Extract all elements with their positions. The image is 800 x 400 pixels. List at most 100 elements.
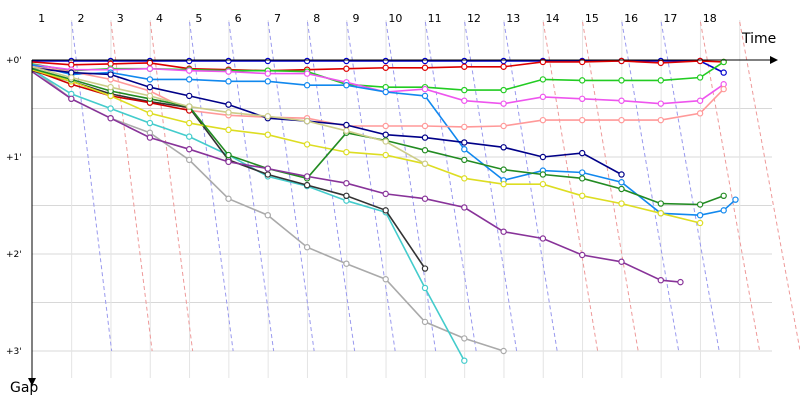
series-point	[225, 57, 232, 65]
series-point	[618, 77, 625, 84]
y-axis-arrow	[28, 378, 36, 386]
series-point	[343, 82, 350, 89]
lap-label: 14	[546, 12, 560, 25]
series-point	[303, 57, 311, 65]
axes	[28, 56, 778, 386]
series-point	[382, 151, 389, 159]
series-point	[461, 139, 468, 146]
series-point	[461, 123, 468, 131]
series-point	[343, 260, 350, 267]
series-point	[657, 77, 665, 84]
series-point	[303, 117, 311, 125]
series-line	[31, 67, 622, 176]
series-point	[303, 173, 311, 180]
series-point	[185, 133, 193, 140]
gap-label: +1'	[6, 153, 22, 163]
series-point	[146, 59, 154, 67]
series-point	[579, 175, 586, 182]
series-point	[618, 179, 625, 186]
series-point	[579, 149, 586, 157]
connectors	[71, 21, 800, 352]
series-point	[225, 195, 232, 202]
lap-label: 11	[428, 12, 442, 25]
lap-label: 5	[195, 12, 202, 25]
series-point	[618, 171, 625, 178]
series-point	[461, 335, 468, 342]
lap-connector	[71, 21, 113, 352]
series-line	[31, 70, 681, 283]
series-point	[185, 92, 193, 100]
series-point	[677, 278, 684, 286]
series-point	[225, 109, 232, 116]
series-point	[579, 169, 586, 176]
lap-connector	[189, 21, 234, 352]
series-point	[461, 175, 468, 182]
series-point	[696, 74, 704, 81]
series-point	[500, 144, 507, 151]
series-point	[500, 347, 507, 355]
series-point	[421, 160, 429, 167]
series-point	[225, 158, 232, 166]
series-point	[539, 58, 547, 66]
series-point	[107, 83, 114, 91]
series-point	[500, 228, 507, 235]
series-point	[618, 258, 625, 265]
series-point	[185, 103, 193, 110]
series-point	[500, 166, 507, 173]
series-7	[31, 67, 625, 178]
series-point	[618, 57, 625, 65]
series-point	[461, 86, 468, 94]
lap-label: 3	[117, 12, 124, 25]
series-point	[303, 244, 311, 251]
series-point	[264, 113, 271, 120]
lap-connector	[110, 21, 153, 352]
series-point	[461, 57, 468, 65]
series-point	[421, 57, 429, 65]
series-point	[539, 153, 547, 161]
gap-label: +0'	[6, 56, 22, 66]
grid	[32, 20, 772, 378]
series-point	[382, 88, 389, 96]
series-point	[382, 64, 389, 71]
series-point	[461, 357, 468, 364]
series-point	[107, 71, 114, 78]
series-point	[343, 192, 350, 199]
series-point	[461, 146, 468, 153]
series-point	[618, 97, 625, 104]
lap-connector	[149, 21, 194, 352]
series-point	[146, 134, 154, 141]
series-point	[500, 57, 507, 65]
series-point	[696, 97, 704, 104]
series-point	[146, 65, 154, 72]
series-point	[720, 69, 727, 76]
series-point	[720, 207, 727, 214]
series-point	[343, 121, 350, 129]
series-point	[461, 63, 468, 70]
lap-connector	[739, 21, 800, 352]
series-point	[225, 68, 232, 75]
series-point	[657, 116, 665, 124]
series-point	[500, 86, 507, 94]
series-point	[343, 57, 350, 65]
series-point	[720, 192, 727, 199]
series-point	[696, 57, 704, 65]
series-point	[579, 77, 586, 84]
series-point	[264, 70, 271, 77]
series-point	[107, 114, 114, 122]
x-axis-title: Time	[741, 31, 776, 47]
lap-label: 6	[235, 12, 242, 25]
series-point	[264, 78, 271, 85]
lap-label: 15	[585, 12, 599, 25]
lap-label: 4	[156, 12, 163, 25]
series-point	[225, 101, 232, 108]
series-point	[696, 110, 704, 117]
series-point	[185, 76, 193, 83]
series-line	[31, 64, 737, 217]
series-point	[421, 64, 429, 71]
series-point	[146, 92, 154, 100]
series-point	[720, 58, 727, 66]
series-point	[421, 92, 429, 100]
series-12	[31, 68, 704, 227]
series-point	[421, 265, 429, 272]
